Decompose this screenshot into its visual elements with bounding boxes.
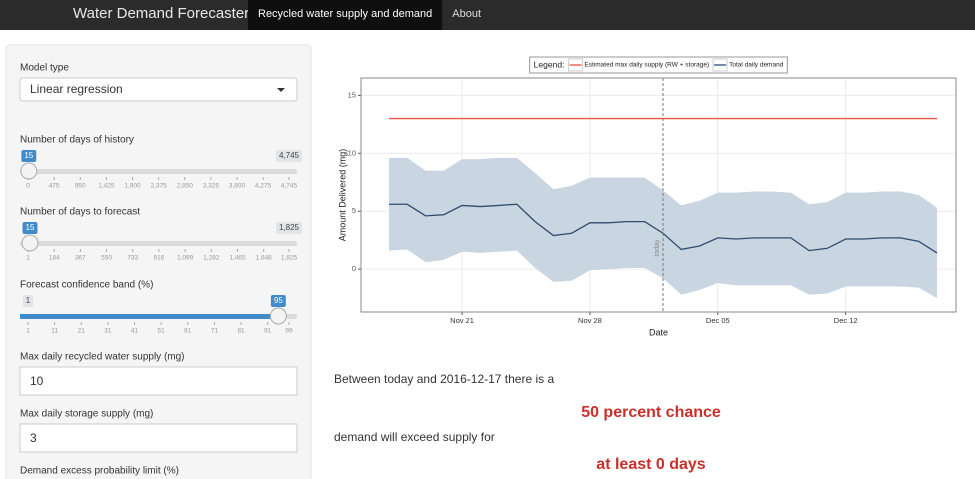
slider-tick-label: 4,275 [255, 183, 272, 190]
x-tick-label: Nov 28 [578, 316, 602, 325]
output-intro: Between today and 2016-12-17 there is a [334, 372, 554, 386]
slider-edge-label-box [275, 222, 303, 234]
plot-border [360, 77, 957, 313]
slider-tick-label: 184 [49, 255, 60, 262]
x-tick-label: Dec 05 [706, 316, 730, 325]
input-box[interactable] [19, 423, 298, 453]
slider-handle[interactable] [21, 234, 39, 252]
nav-tab-label[interactable]: About [452, 8, 481, 20]
slider-tick-label: 3,800 [229, 183, 246, 190]
slider-tick-label: 99 [285, 328, 293, 335]
slider-tick-label: 81 [237, 328, 245, 335]
slider-tick-label: 0 [26, 183, 30, 190]
slider-edge-label-box [22, 295, 34, 307]
slider-value: 95 [274, 296, 283, 305]
x-tick-label: Nov 21 [450, 316, 474, 325]
y-tick-label: 0 [352, 264, 356, 273]
slider-tick-label: 3,325 [203, 183, 220, 190]
slider-value: 15 [24, 151, 33, 160]
slider-handle[interactable] [20, 162, 38, 180]
y-axis-title: Amount Delivered (mg) [337, 149, 347, 242]
slider-label: Number of days of history [20, 135, 134, 146]
input-box[interactable] [19, 366, 298, 396]
slider-tick-label: 11 [51, 328, 58, 335]
slider-tick-label: 91 [264, 328, 272, 335]
x-tick-label: Dec 12 [834, 316, 858, 325]
slider-tick-label: 1 [26, 328, 30, 335]
slider-tick-label: 1,099 [177, 255, 194, 262]
slider-handle[interactable] [269, 307, 287, 325]
input-value[interactable]: 10 [30, 374, 44, 388]
y-tick-label: 5 [352, 206, 356, 215]
slider-tick-label: 1,648 [256, 255, 273, 262]
x-axis-title: Date [649, 327, 668, 337]
legend: Legend: Estimated max daily supply (RW + … [529, 56, 788, 74]
slider-tick-label: 31 [104, 328, 112, 335]
slider-tick-label: 550 [101, 255, 112, 262]
slider-tick-label: 950 [75, 183, 86, 190]
brand: Water Demand Forecaster [73, 5, 249, 22]
navbar [0, 0, 975, 30]
slider-label: Forecast confidence band (%) [20, 280, 153, 291]
input-value[interactable]: 3 [30, 431, 37, 445]
nav-tab[interactable] [248, 0, 443, 30]
slider-tick-label: 475 [49, 183, 60, 190]
select-box[interactable] [19, 77, 298, 102]
slider-fill [20, 314, 279, 319]
y-tick-label: 15 [348, 90, 356, 99]
annotation-label: today [654, 239, 661, 257]
slider-tick-label: 61 [184, 328, 192, 335]
slider-tick-label: 367 [75, 255, 86, 262]
select-label: Model type [20, 63, 69, 74]
legend-label: Total daily demand [729, 62, 784, 69]
slider-value: 15 [26, 223, 35, 232]
slider-edge-label: 1,825 [279, 223, 300, 232]
slider-tick-label: 41 [131, 328, 139, 335]
input-label: Max daily recycled water supply (mg) [20, 352, 185, 363]
slider-tick-label: 1,465 [229, 255, 246, 262]
input-label: Demand excess probability limit (%) [20, 466, 179, 477]
slider-tick-label: 71 [211, 328, 219, 335]
input-label: Max daily storage supply (mg) [20, 409, 153, 420]
slider-tick-label: 21 [78, 328, 86, 335]
select-value[interactable]: Linear regression [30, 82, 123, 96]
output-middle: demand will exceed supply for [334, 430, 495, 444]
slider-tick-label: 51 [158, 328, 166, 335]
slider-value-box [22, 222, 38, 234]
nav-tab-label[interactable]: Recycled water supply and demand [258, 8, 432, 20]
slider-tick-label: 2,375 [150, 183, 167, 190]
slider-tick-label: 733 [127, 255, 138, 262]
slider-tick-label: 2,850 [177, 183, 194, 190]
slider-value-box [21, 150, 37, 162]
slider-edge-label: 1 [26, 296, 31, 305]
select-caret[interactable] [277, 88, 285, 92]
slider-track [20, 169, 297, 174]
slider-label: Number of days to forecast [20, 207, 140, 218]
output-days: at least 0 days [596, 456, 706, 473]
slider-track [20, 241, 297, 246]
slider-edge-label-box [275, 150, 303, 162]
slider-tick-label: 1,425 [98, 183, 115, 190]
slider-edge-label: 4,745 [279, 151, 300, 160]
slider-tick-label: 1,900 [124, 183, 141, 190]
output-chance: 50 percent chance [581, 404, 721, 421]
slider-tick-label: 916 [153, 255, 164, 262]
slider-tick-label: 1,825 [281, 255, 298, 262]
slider-tick-label: 1 [26, 255, 30, 262]
legend-label: Estimated max daily supply (RW + storage… [584, 62, 709, 69]
slider-value-box [270, 295, 286, 307]
slider-tick-label: 4,745 [281, 183, 298, 190]
y-tick-label: 10 [348, 148, 356, 157]
legend-title: Legend: [534, 59, 565, 69]
slider-tick-label: 1,282 [203, 255, 220, 262]
